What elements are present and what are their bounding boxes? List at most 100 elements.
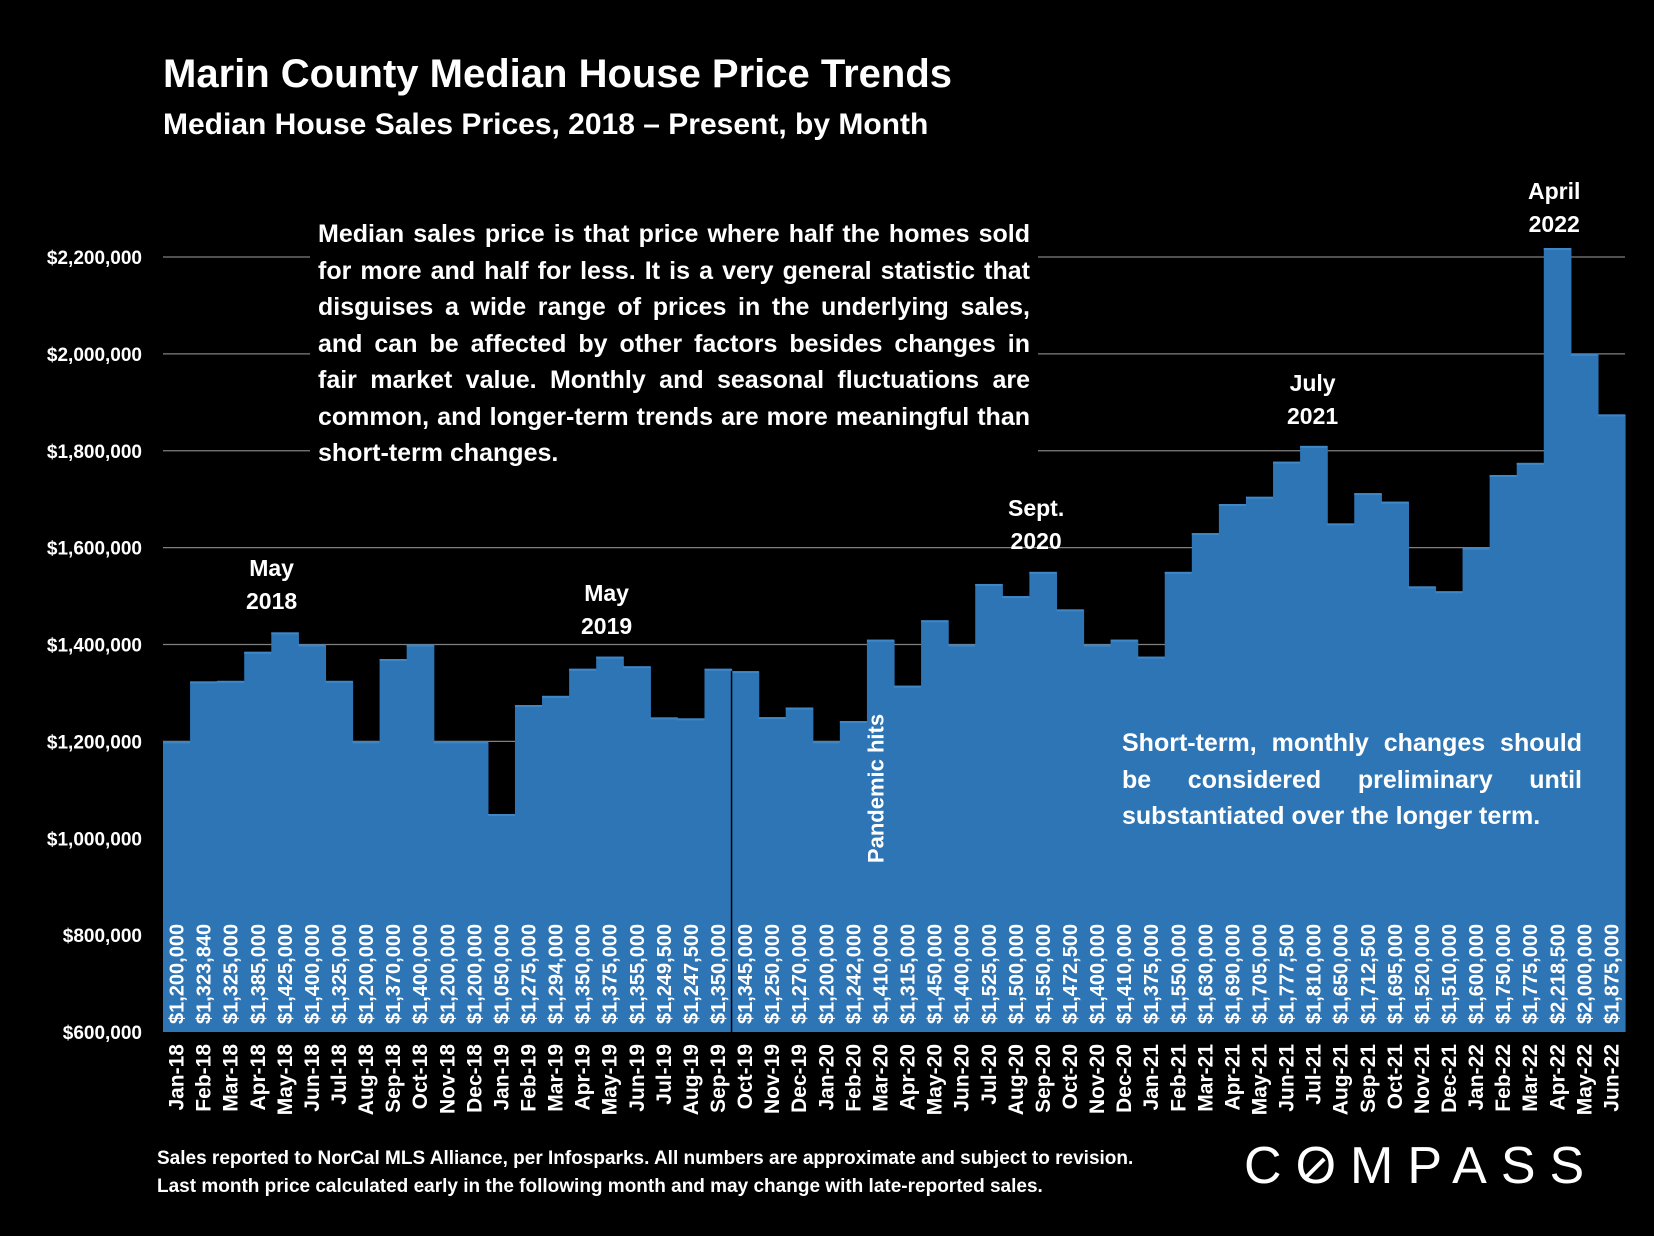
bar-value-label: $1,695,000 <box>1385 924 1407 1024</box>
bar <box>244 651 272 1032</box>
bar <box>1543 248 1572 1032</box>
bar-value-label: $1,410,000 <box>870 924 892 1024</box>
annotation-april-2022-year: 2022 <box>1528 211 1580 237</box>
x-tick-label: Dec-21 <box>1438 1044 1461 1113</box>
bar <box>1056 609 1085 1032</box>
x-tick-label: Nov-18 <box>436 1044 459 1114</box>
bar-value-label: $1,270,000 <box>789 924 811 1024</box>
bar <box>1300 445 1328 1032</box>
bar <box>190 681 218 1032</box>
bar-value-label: $1,600,000 <box>1466 924 1488 1024</box>
x-tick-label: Oct-21 <box>1384 1044 1407 1110</box>
bar <box>785 707 814 1032</box>
x-tick-label: Dec-20 <box>1113 1044 1136 1113</box>
bar-value-label: $1,345,000 <box>735 924 757 1024</box>
bar-value-label: $1,705,000 <box>1250 924 1272 1024</box>
bar <box>1083 644 1112 1032</box>
bar <box>894 685 922 1032</box>
x-tick-label: Feb-18 <box>193 1044 216 1112</box>
bar <box>1002 596 1030 1032</box>
x-tick-label: May-19 <box>599 1044 622 1115</box>
bar <box>1273 461 1301 1032</box>
bar <box>1435 591 1464 1032</box>
bar <box>1029 571 1058 1032</box>
bar <box>704 668 733 1032</box>
footnote-line-1: Sales reported to NorCal MLS Alliance, p… <box>157 1148 1134 1169</box>
bar-value-label: $2,000,000 <box>1574 924 1596 1024</box>
x-tick-label: Jun-19 <box>626 1044 649 1112</box>
bar-value-label: $1,249,500 <box>654 924 676 1024</box>
x-tick-label: Jul-20 <box>978 1044 1001 1105</box>
annotation-july-2021-month: July <box>1289 370 1336 396</box>
x-axis-tick-labels: Jan-18 Feb-18 Mar-18 Apr-18 May-18 Jun-18 Jul-… <box>166 1044 1624 1116</box>
x-tick-label: Jun-20 <box>951 1044 974 1112</box>
bar-value-label: $1,315,000 <box>898 924 920 1024</box>
bar-value-label: $1,500,000 <box>1006 924 1028 1024</box>
annotation-may-2018: May 2018 <box>246 552 297 618</box>
y-tick-label: $1,600,000 <box>47 539 142 560</box>
x-tick-label: Apr-20 <box>897 1044 920 1111</box>
bar-value-label: $1,750,000 <box>1493 924 1515 1024</box>
x-tick-label: Feb-22 <box>1492 1044 1515 1112</box>
bar <box>1218 504 1247 1032</box>
x-tick-label: Oct-18 <box>409 1044 432 1110</box>
bar <box>596 656 624 1032</box>
bar <box>650 717 679 1032</box>
bar <box>1381 501 1410 1032</box>
bar-value-label: $1,200,000 <box>816 924 838 1024</box>
annotation-sept-2020: Sept. 2020 <box>1008 492 1064 558</box>
x-tick-label: Jul-19 <box>653 1044 676 1105</box>
bar-value-label: $1,525,000 <box>979 924 1001 1024</box>
x-tick-label: Mar-20 <box>869 1044 892 1112</box>
bar-value-label: $1,510,000 <box>1439 924 1461 1024</box>
x-tick-label: Mar-19 <box>545 1044 568 1112</box>
x-tick-label: Oct-19 <box>734 1044 757 1109</box>
annotation-july-2021: July 2021 <box>1287 367 1338 433</box>
bar-value-label: $1,355,000 <box>627 924 649 1024</box>
bar-value-label: $1,712,500 <box>1358 924 1380 1024</box>
bar <box>677 718 706 1032</box>
bar-value-label: $1,200,000 <box>167 924 189 1024</box>
bar <box>1245 496 1274 1032</box>
x-tick-label: Mar-21 <box>1194 1044 1217 1112</box>
y-tick-label: $1,000,000 <box>47 829 142 850</box>
bar <box>731 671 760 1032</box>
annotation-april-2022-month: April <box>1528 178 1581 204</box>
bar <box>325 680 354 1032</box>
x-tick-label: Sep-21 <box>1357 1044 1380 1113</box>
x-tick-label: Oct-20 <box>1059 1044 1082 1109</box>
y-tick-label: $2,000,000 <box>47 345 142 366</box>
bar <box>569 668 597 1032</box>
bar-value-label: $1,247,500 <box>681 924 703 1024</box>
bar <box>1570 353 1599 1032</box>
x-tick-label: Aug-19 <box>680 1044 703 1115</box>
y-tick-label: $2,200,000 <box>47 248 142 269</box>
annotation-july-2021-year: 2021 <box>1287 403 1339 429</box>
bar <box>460 741 489 1032</box>
x-tick-label: Jan-20 <box>815 1044 838 1111</box>
bar-value-label: $1,775,000 <box>1520 924 1542 1024</box>
x-tick-label: Jan-21 <box>1140 1044 1163 1111</box>
bar-value-label: $1,294,000 <box>546 924 568 1024</box>
source-footnote: Sales reported to NorCal MLS Alliance, p… <box>157 1145 1133 1201</box>
bar-value-label: $1,200,000 <box>464 924 486 1024</box>
bar <box>433 741 462 1032</box>
chart-subtitle: Median House Sales Prices, 2018 – Presen… <box>163 108 929 141</box>
bar-value-label: $1,410,000 <box>1114 924 1136 1024</box>
bar <box>1462 547 1491 1032</box>
x-tick-label: Sep-19 <box>707 1044 730 1113</box>
bar-value-label: $1,375,000 <box>600 924 622 1024</box>
annotation-may-2019-month: May <box>584 580 629 606</box>
y-axis-tick-labels: $600,000 $800,000 $1,000,000 $1,200,000 $1,4… <box>47 248 142 1044</box>
bar <box>1354 493 1382 1032</box>
bar <box>866 639 895 1032</box>
x-tick-label: May-22 <box>1573 1044 1596 1115</box>
bar-value-label: $1,425,000 <box>275 924 297 1024</box>
bar <box>758 717 787 1032</box>
bar-value-label: $1,400,000 <box>302 924 324 1024</box>
bar <box>406 644 435 1032</box>
bar <box>163 741 191 1032</box>
annotation-sept-2020-year: 2020 <box>1010 528 1062 554</box>
bar <box>1164 571 1193 1032</box>
